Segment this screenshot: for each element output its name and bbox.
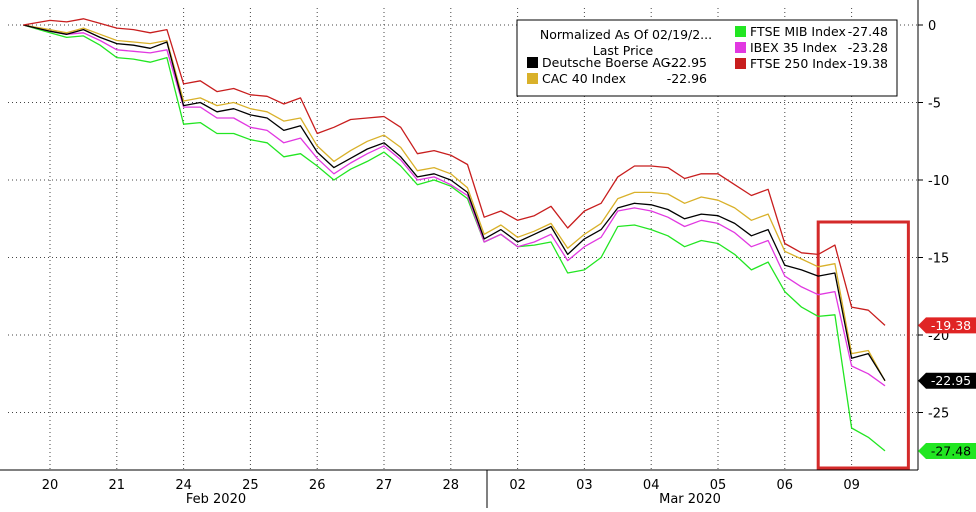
legend-label: FTSE MIB Index (750, 24, 846, 39)
x-tick-label: 09 (843, 478, 860, 493)
legend-header: Normalized As Of 02/19/2... (540, 27, 712, 42)
legend-value: -27.48 (848, 24, 888, 39)
x-tick-label: 03 (576, 478, 593, 493)
legend-swatch (527, 73, 538, 84)
y-tick-label: -15 (928, 252, 949, 267)
legend-value: -22.96 (667, 71, 707, 86)
month-label: Feb 2020 (186, 492, 246, 507)
series-layer (23, 18, 886, 452)
legend-swatch (735, 58, 746, 69)
last-value-tag-text: -27.48 (931, 443, 971, 458)
legend-entry: IBEX 35 Index -23.28 (735, 40, 888, 55)
series-line (23, 24, 886, 382)
y-tick-label: -10 (928, 174, 949, 189)
last-value-tag-bg (918, 317, 976, 334)
x-tick-label: 24 (175, 478, 192, 493)
legend-swatch (735, 26, 746, 37)
x-tick-label: 05 (710, 478, 727, 493)
legend-label: FTSE 250 Index (750, 56, 847, 71)
x-tick-label: 21 (109, 478, 126, 493)
highlight-layer (816, 220, 910, 470)
legend-entry: FTSE MIB Index -27.48 (735, 24, 888, 39)
last-value-tag: -22.95 (918, 372, 976, 389)
legend-label: IBEX 35 Index (750, 40, 837, 55)
x-tick-label: 26 (309, 478, 326, 493)
x-tick-label: 06 (777, 478, 794, 493)
x-tick-label: 20 (42, 478, 59, 493)
last-value-tag: -27.48 (918, 442, 976, 459)
legend-value: -19.38 (848, 56, 888, 71)
month-label: Mar 2020 (659, 492, 721, 507)
legend-label: Deutsche Boerse AG... (542, 55, 682, 70)
series-line (23, 24, 886, 387)
highlight-box (816, 220, 910, 470)
legend: Normalized As Of 02/19/2... Last Price D… (516, 19, 898, 97)
last-value-tag: -19.38 (918, 317, 976, 334)
series-line (23, 18, 886, 326)
y-tick-label: -5 (928, 97, 941, 112)
legend-entry: Deutsche Boerse AG...-22.95 (527, 55, 707, 70)
legend-value: -22.95 (667, 55, 707, 70)
x-tick-label: 28 (443, 478, 460, 493)
y-tick-label: 0 (928, 19, 936, 34)
last-value-tag-text: -19.38 (931, 318, 971, 333)
legend-label: CAC 40 Index (542, 71, 626, 86)
x-tick-label: 25 (242, 478, 259, 493)
legend-subheader: Last Price (593, 43, 654, 58)
x-tick-label: 27 (376, 478, 393, 493)
legend-entry: CAC 40 Index -22.96 (527, 71, 707, 86)
legend-entry: FTSE 250 Index -19.38 (735, 56, 888, 71)
legend-swatch (527, 57, 538, 68)
legend-swatch (735, 42, 746, 53)
last-value-tag-text: -22.95 (931, 373, 971, 388)
x-tick-label: 04 (643, 478, 660, 493)
last-value-tag-bg (918, 442, 976, 459)
legend-value: -23.28 (848, 40, 888, 55)
series-line (23, 24, 886, 452)
series-line (23, 24, 886, 382)
x-tick-label: 02 (509, 478, 526, 493)
legend-box (516, 19, 898, 97)
y-tick-label: -25 (928, 407, 949, 422)
last-value-tag-bg (918, 372, 976, 389)
